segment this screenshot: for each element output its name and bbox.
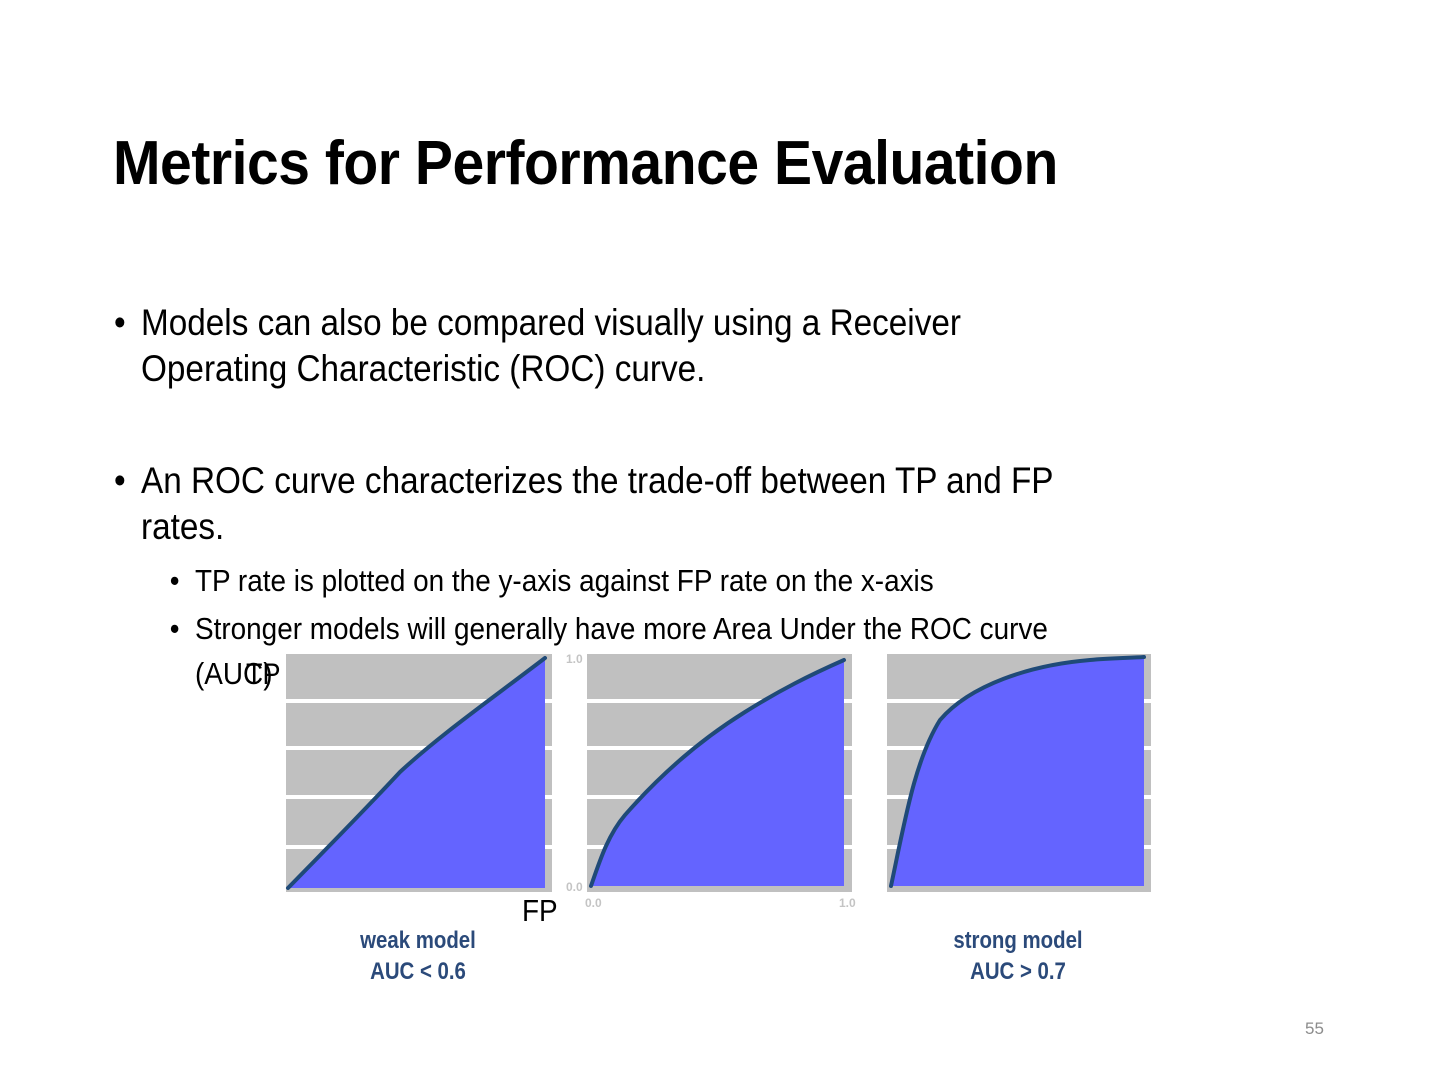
y-axis-label-tp: TP — [246, 658, 281, 691]
y-tick-bottom: 0.0 — [566, 880, 583, 894]
caption-strong-model: strong model AUC > 0.7 — [933, 925, 1103, 987]
x-tick-right: 1.0 — [839, 896, 856, 910]
caption-weak-title: weak model — [360, 927, 476, 954]
caption-strong-auc: AUC > 0.7 — [970, 958, 1066, 985]
sub-bullet-1: • TP rate is plotted on the y-axis again… — [170, 555, 934, 606]
sub-bullet-2-line1: Stronger models will generally have more… — [195, 611, 1048, 646]
roc-panel-weak — [286, 654, 552, 892]
bullet-dot: • — [114, 302, 126, 343]
y-tick-top: 1.0 — [566, 652, 583, 666]
roc-panel-strong — [887, 654, 1151, 892]
sub-bullet-2-line2: (AUC) — [195, 656, 273, 691]
caption-strong-title: strong model — [953, 927, 1083, 954]
caption-weak-model: weak model AUC < 0.6 — [333, 925, 503, 987]
sub-bullet-2: • Stronger models will generally have mo… — [170, 606, 1048, 696]
bullet-2: • An ROC curve characterizes the trade-o… — [114, 458, 1054, 550]
roc-panel-medium — [587, 654, 852, 892]
bullet-1-line2: Operating Characteristic (ROC) curve. — [141, 348, 706, 389]
sub-bullet-1-text: TP rate is plotted on the y-axis against… — [195, 563, 934, 598]
slide-title: Metrics for Performance Evaluation — [113, 129, 1058, 198]
sub-bullet-dot: • — [169, 611, 180, 646]
caption-weak-auc: AUC < 0.6 — [370, 958, 466, 985]
sub-bullet-dot: • — [169, 563, 180, 598]
x-tick-left: 0.0 — [585, 896, 602, 910]
x-axis-label-fp: FP — [522, 893, 558, 928]
bullet-2-line1: An ROC curve characterizes the trade-off… — [141, 460, 1054, 501]
bullet-1-line1: Models can also be compared visually usi… — [141, 302, 961, 343]
bullet-2-line2: rates. — [141, 506, 225, 547]
bullet-1: • Models can also be compared visually u… — [114, 300, 961, 392]
page-number: 55 — [1305, 1019, 1324, 1038]
bullet-dot: • — [114, 460, 126, 501]
